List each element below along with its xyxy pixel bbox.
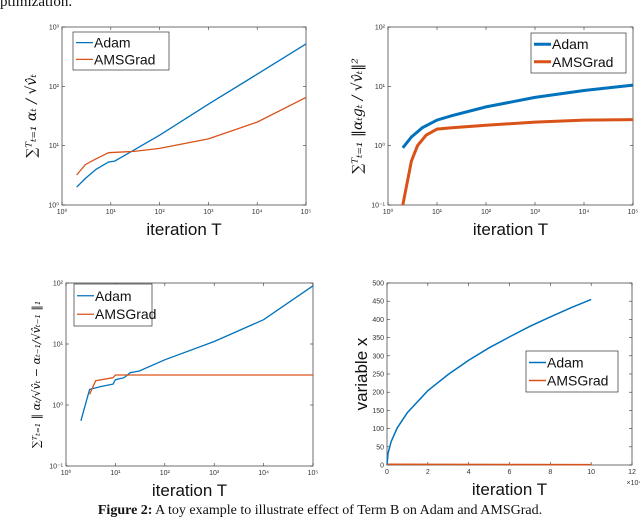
x-tick-label: 10⁴ — [252, 209, 263, 216]
series-line-adam — [386, 298, 592, 466]
y-tick-label: 0 — [380, 463, 384, 470]
chart-1: 10⁰ 10¹ 10² 10³ 10⁴ 10⁵ 10⁰ 10¹ 10² 10³ iteration … — [24, 25, 311, 240]
series-line-adam — [401, 83, 634, 149]
x-tick-label: 10¹ — [432, 209, 443, 216]
legend-label: Adam — [547, 354, 584, 370]
legend: Adam AMSGrad — [530, 32, 627, 74]
y-axis-label: variable x — [352, 337, 371, 410]
y-tick-label: 150 — [372, 408, 384, 415]
x-tick-label: 6 — [508, 469, 512, 476]
y-tick-label: 10² — [375, 25, 386, 32]
y-tick-label: 500 — [372, 281, 384, 288]
x-tick-label: 4 — [467, 469, 471, 476]
x-tick-label: 10⁰ — [61, 469, 72, 477]
x-axis-label: iteration T — [473, 220, 548, 239]
series-line-amsgrad — [89, 374, 313, 395]
y-tick-label: 10⁰ — [52, 402, 63, 410]
x-tick-label: 10² — [481, 209, 492, 216]
legend-label: AMSGrad — [95, 306, 156, 322]
x-tick-label: 10¹ — [106, 209, 117, 216]
chart-2: 10⁰ 10¹ 10² 10³ 10⁴ 10⁵10⁻¹10⁰10¹10²iteration… — [350, 25, 638, 240]
caption-text: A toy example to illustrate effect of Te… — [152, 503, 543, 518]
x-axis-label: iteration T — [152, 481, 227, 500]
x-tick-label: 10⁰ — [383, 208, 394, 216]
legend: Adam AMSGrad — [525, 350, 619, 393]
legend-label: Adam — [95, 288, 132, 304]
x-tick-label: 0 — [385, 469, 389, 476]
y-tick-label: 10⁻¹ — [371, 203, 385, 210]
x-tick-label: 10² — [155, 209, 166, 216]
y-tick-label: 10¹ — [375, 84, 386, 91]
legend-label: Adam — [552, 36, 589, 52]
x-multiplier: ×10⁴ — [627, 480, 640, 487]
x-tick-label: 10² — [160, 470, 171, 477]
x-axis-label: iteration T — [472, 480, 547, 499]
chart-3: 10⁰ 10¹ 10² 10³ 10⁴ 10⁵10⁻¹10⁰10¹10²iteration… — [30, 281, 318, 501]
x-tick-label: 8 — [548, 469, 552, 476]
legend-label: AMSGrad — [547, 373, 608, 389]
chart-4: 0 2 4 6 8 10 12 0 50 100 150 200 250 300 350 400 450 500 ×… — [352, 281, 640, 500]
y-axis-label: ∑ᵀₜ₌₁ ‖αₜgₜ / √v̂ₜ‖² — [350, 58, 366, 174]
y-tick-label: 100 — [372, 426, 384, 433]
x-tick-label: 12 — [628, 469, 636, 476]
caption-label: Figure 2: — [97, 503, 153, 518]
y-tick-label: 10³ — [49, 25, 60, 32]
y-tick-label: 10⁰ — [374, 142, 385, 150]
y-tick-label: 10⁻¹ — [49, 464, 63, 471]
legend-label: AMSGrad — [94, 51, 155, 67]
preceding-text-fragment: ptimization. — [0, 0, 73, 10]
y-tick-label: 250 — [372, 372, 384, 379]
y-axis-label: ∑ᵀₜ₌₁ αₜ / √v̂ₜ — [24, 74, 40, 158]
y-tick-label: 450 — [372, 299, 384, 306]
legend: Adam AMSGrad — [73, 283, 156, 327]
series-line-amsgrad — [76, 96, 307, 176]
figure-caption: Figure 2: A toy example to illustrate ef… — [0, 503, 640, 519]
legend-label: AMSGrad — [552, 54, 613, 70]
x-tick-label: 10 — [587, 469, 595, 476]
y-tick-label: 200 — [372, 390, 384, 397]
series-line-adam — [76, 43, 307, 188]
y-tick-label: 10⁰ — [48, 202, 59, 210]
x-tick-label: 10⁵ — [301, 209, 312, 216]
y-axis-label: ∑ᵀₜ₌₁ ‖ αₜ/√v̂ₜ − αₜ₋₁/√v̂ₜ₋₁ ‖₁ — [30, 301, 44, 449]
x-tick-label: 10³ — [530, 209, 541, 216]
x-tick-label: 10⁵ — [628, 209, 639, 216]
x-tick-label: 10⁰ — [57, 208, 68, 216]
x-tick-label: 10³ — [203, 209, 214, 216]
x-tick-label: 2 — [426, 469, 430, 476]
y-tick-label: 10¹ — [53, 342, 64, 349]
series-line-amsgrad — [401, 118, 634, 206]
x-tick-label: 10⁴ — [579, 209, 590, 216]
x-axis-label: iteration T — [146, 220, 221, 239]
y-tick-label: 50 — [376, 444, 384, 451]
x-tick-label: 10¹ — [110, 470, 121, 477]
y-tick-label: 10² — [53, 281, 64, 288]
y-tick-label: 350 — [372, 335, 384, 342]
y-tick-label: 10² — [49, 84, 60, 91]
y-tick-label: 400 — [372, 317, 384, 324]
y-tick-label: 300 — [372, 353, 384, 360]
y-tick-label: 10¹ — [49, 143, 60, 150]
legend-label: Adam — [94, 35, 131, 51]
x-tick-label: 10⁵ — [308, 470, 319, 477]
x-tick-label: 10⁴ — [258, 470, 269, 477]
x-tick-label: 10³ — [209, 470, 220, 477]
